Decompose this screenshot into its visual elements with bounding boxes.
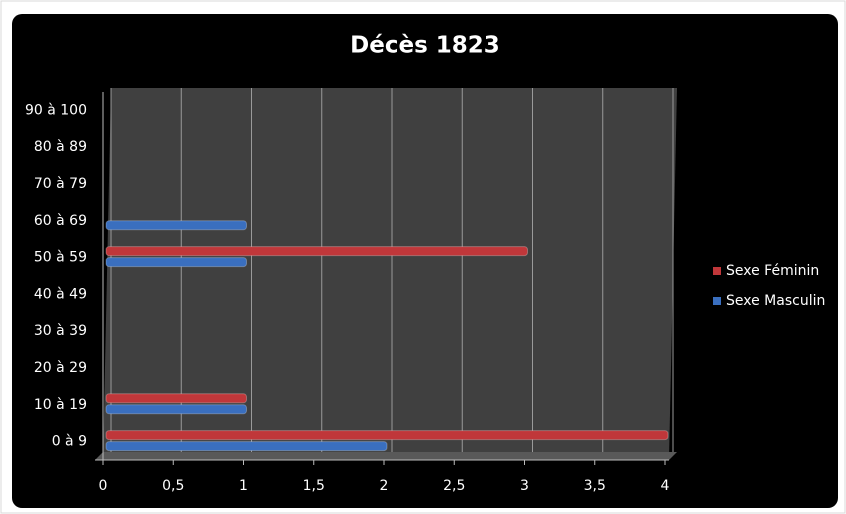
- y-tick-label: 80 à 89: [34, 139, 87, 155]
- bar: [105, 220, 247, 231]
- x-tick-label: 0: [99, 478, 108, 494]
- x-tick-label: 3: [520, 478, 529, 494]
- y-tick-label: 30 à 39: [34, 323, 87, 339]
- bar: [105, 393, 247, 404]
- bar: [105, 246, 528, 257]
- bar: [105, 441, 388, 452]
- plot-area: [103, 88, 677, 460]
- y-tick-label: 0 à 9: [52, 434, 87, 450]
- y-tick-label: 50 à 59: [34, 250, 87, 266]
- x-tick-label: 1: [239, 478, 248, 494]
- y-tick-label: 90 à 100: [25, 102, 87, 118]
- plot-floor: [95, 452, 677, 460]
- x-tick-label: 2,5: [443, 478, 465, 494]
- bar: [105, 430, 669, 441]
- legend-label: Sexe Féminin: [726, 263, 819, 279]
- legend-swatch: [713, 297, 721, 305]
- legend-swatch: [713, 267, 721, 275]
- legend-label: Sexe Masculin: [726, 293, 825, 309]
- y-tick-label: 70 à 79: [34, 176, 87, 192]
- bar: [105, 404, 247, 415]
- x-tick-label: 2: [380, 478, 389, 494]
- x-tick-label: 4: [661, 478, 670, 494]
- x-tick-label: 3,5: [584, 478, 606, 494]
- y-tick-label: 40 à 49: [34, 286, 87, 302]
- y-tick-label: 10 à 19: [34, 397, 87, 413]
- bar: [105, 257, 247, 268]
- x-tick-label: 0,5: [162, 478, 184, 494]
- chart-title: Décès 1823: [350, 33, 500, 59]
- y-tick-label: 60 à 69: [34, 213, 87, 229]
- x-tick-label: 1,5: [303, 478, 325, 494]
- y-tick-label: 20 à 29: [34, 360, 87, 376]
